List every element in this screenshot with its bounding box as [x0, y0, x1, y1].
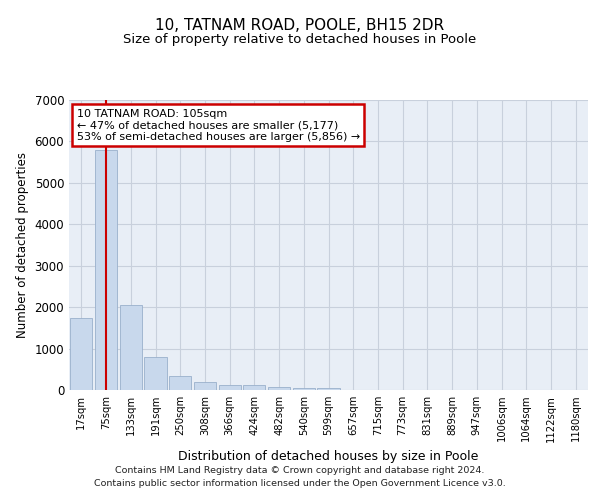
Y-axis label: Number of detached properties: Number of detached properties [16, 152, 29, 338]
Bar [95, 150, 117, 390]
X-axis label: Distribution of detached houses by size in Poole: Distribution of detached houses by size … [178, 450, 479, 463]
Bar [145, 357, 167, 390]
Bar [70, 318, 92, 390]
Bar [119, 305, 142, 390]
Text: Size of property relative to detached houses in Poole: Size of property relative to detached ho… [124, 32, 476, 46]
Bar [194, 382, 216, 390]
Bar [218, 384, 241, 390]
Bar [243, 386, 265, 390]
Bar [169, 376, 191, 390]
Text: 10, TATNAM ROAD, POOLE, BH15 2DR: 10, TATNAM ROAD, POOLE, BH15 2DR [155, 18, 445, 32]
Text: Contains HM Land Registry data © Crown copyright and database right 2024.
Contai: Contains HM Land Registry data © Crown c… [94, 466, 506, 487]
Bar [293, 388, 315, 390]
Text: 10 TATNAM ROAD: 105sqm
← 47% of detached houses are smaller (5,177)
53% of semi-: 10 TATNAM ROAD: 105sqm ← 47% of detached… [77, 108, 360, 142]
Bar [268, 387, 290, 390]
Bar [317, 388, 340, 390]
